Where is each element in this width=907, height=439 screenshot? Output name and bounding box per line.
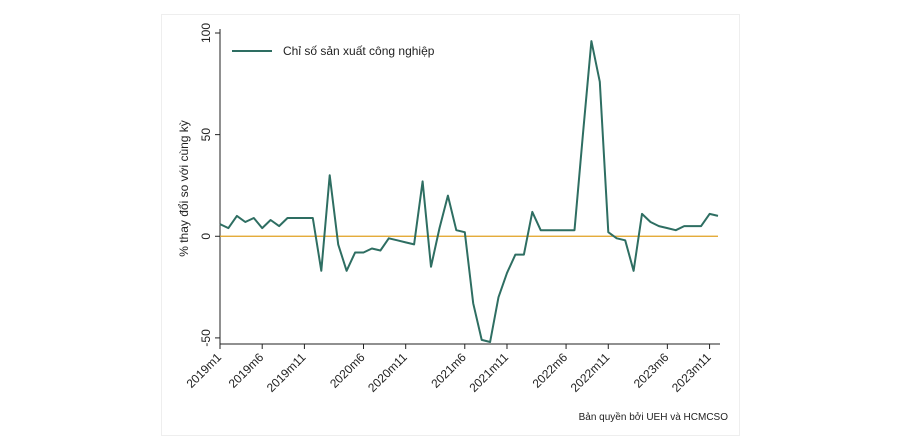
data-point: [683, 225, 685, 227]
data-point: [590, 40, 592, 42]
credit-text: Bản quyền bởi UEH và HCMCSO: [579, 411, 729, 423]
data-point: [312, 217, 314, 219]
data-point: [227, 227, 229, 229]
data-point: [472, 302, 474, 304]
data-point: [346, 270, 348, 272]
x-tick-label: 2020m6: [327, 350, 368, 391]
x-tick-label: 2022m11: [568, 350, 613, 395]
x-tick-label: 2021m6: [428, 350, 469, 391]
data-point: [709, 213, 711, 215]
x-tick-label: 2023m11: [669, 350, 714, 395]
data-point: [447, 195, 449, 197]
data-point: [329, 174, 331, 176]
data-point: [649, 221, 651, 223]
data-point: [236, 215, 238, 217]
plot-area: -50 0 50 100 % thay đổi so với cùng kỳ 2019m1…: [177, 23, 728, 423]
data-point: [261, 227, 263, 229]
data-point: [244, 221, 246, 223]
data-point: [219, 223, 221, 225]
data-point: [565, 229, 567, 231]
data-point: [295, 217, 297, 219]
x-tick-label: 2022m6: [530, 350, 571, 391]
x-tick-label: 2020m11: [365, 350, 410, 395]
data-point: [717, 215, 719, 217]
data-point: [320, 270, 322, 272]
data-point: [270, 219, 272, 221]
data-point: [514, 254, 516, 256]
line-chart: -50 0 50 100 % thay đổi so với cùng kỳ 2019m1…: [177, 23, 728, 423]
data-point: [624, 239, 626, 241]
y-tick-label: 100: [199, 23, 213, 43]
data-point: [337, 243, 339, 245]
data-point: [692, 225, 694, 227]
y-axis-title: % thay đổi so với cùng kỳ: [177, 120, 191, 257]
y-tick-label: -50: [199, 329, 213, 347]
x-tick-label: 2019m11: [264, 350, 309, 395]
data-point: [599, 81, 601, 83]
data-point: [489, 341, 491, 343]
data-point: [607, 231, 609, 233]
data-point: [700, 225, 702, 227]
x-tick-label: 2021m11: [466, 350, 511, 395]
data-point: [540, 229, 542, 231]
data-point: [658, 225, 660, 227]
data-point: [405, 241, 407, 243]
data-point: [438, 227, 440, 229]
data-point: [430, 266, 432, 268]
data-point: [548, 229, 550, 231]
y-tick-label: 0: [199, 233, 213, 240]
data-point: [396, 239, 398, 241]
data-point: [303, 217, 305, 219]
data-point: [422, 180, 424, 182]
data-point: [354, 252, 356, 254]
x-tick-label: 2019m6: [226, 350, 267, 391]
data-point: [506, 272, 508, 274]
data-point: [523, 254, 525, 256]
chart-panel: -50 0 50 100 % thay đổi so với cùng kỳ 2019m1…: [161, 14, 740, 436]
data-point: [388, 237, 390, 239]
data-point: [287, 217, 289, 219]
data-point: [481, 339, 483, 341]
data-point: [278, 225, 280, 227]
data-point: [557, 229, 559, 231]
series-line: [219, 40, 719, 343]
data-point: [371, 247, 373, 249]
legend-label: Chỉ số sản xuất công nghiệp: [283, 44, 435, 58]
data-point: [253, 217, 255, 219]
data-point: [498, 296, 500, 298]
data-point: [666, 227, 668, 229]
x-tick-label: 2019m1: [184, 350, 225, 391]
y-tick-label: 50: [199, 128, 213, 142]
data-point: [641, 213, 643, 215]
legend: Chỉ số sản xuất công nghiệp: [232, 44, 435, 58]
data-point: [616, 237, 618, 239]
data-point: [633, 270, 635, 272]
data-point: [574, 229, 576, 231]
data-point: [675, 229, 677, 231]
data-point: [379, 249, 381, 251]
data-point: [362, 252, 364, 254]
data-point: [455, 229, 457, 231]
x-tick-label: 2023m6: [631, 350, 672, 391]
data-point: [413, 243, 415, 245]
data-point: [582, 134, 584, 136]
data-point: [531, 211, 533, 213]
data-point: [464, 231, 466, 233]
